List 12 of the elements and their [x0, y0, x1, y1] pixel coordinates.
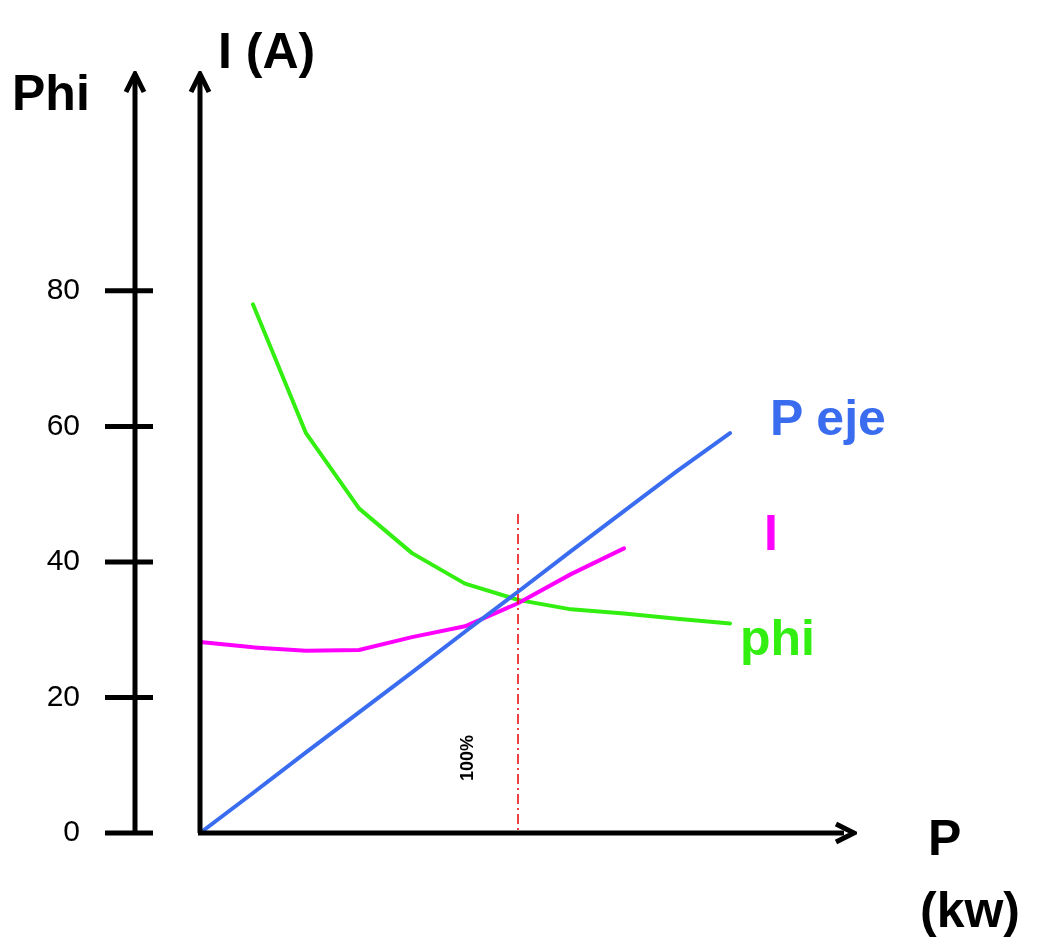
annotation: 100%: [456, 734, 477, 782]
series-label: P eje: [770, 389, 886, 446]
y-tick-label: 40: [46, 543, 80, 577]
text: I: [764, 505, 778, 562]
y-tick-label: 0: [63, 814, 80, 848]
y2-axis-title: I (A): [218, 23, 316, 79]
x-axis-title: P (kw): [920, 810, 1020, 938]
series-label: phi: [740, 610, 815, 667]
y-tick-label: 80: [46, 272, 80, 306]
y-axis-title: Phi: [12, 65, 90, 121]
y-tick-label: 20: [46, 678, 80, 712]
y-tick-label: 60: [46, 407, 80, 441]
